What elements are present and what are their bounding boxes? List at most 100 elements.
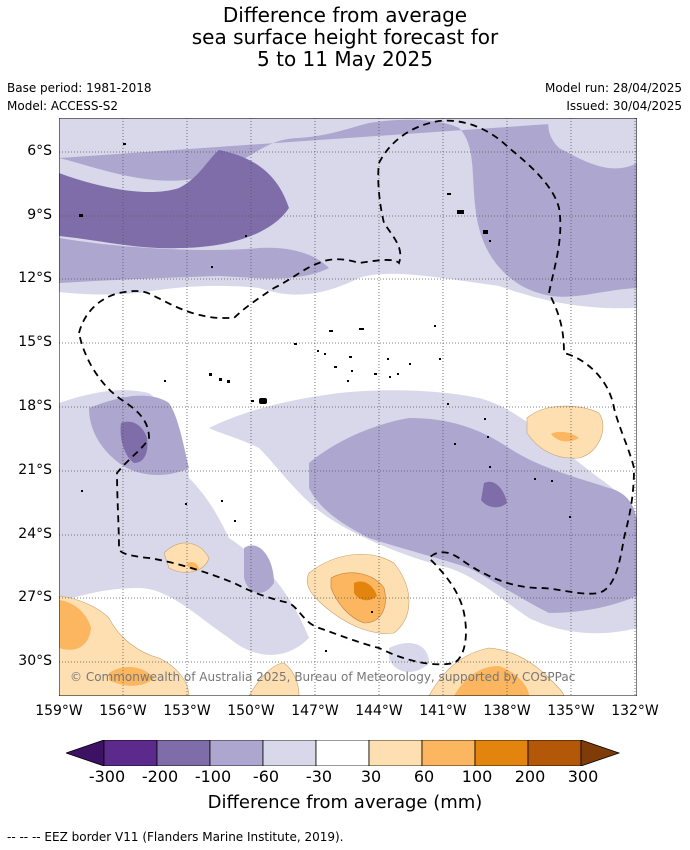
lon-label: 153°W [163,703,211,719]
lat-label: 30°S [18,653,52,669]
island [211,266,213,268]
contour-neg30-south [389,643,429,673]
island [371,611,373,613]
island [185,503,187,505]
lon-label: 135°W [547,703,595,719]
colorbar-segment [156,740,211,766]
lon-label: 147°W [291,703,339,719]
island [227,380,230,383]
lon-label: 159°W [35,703,83,719]
island [209,373,212,376]
colorbar-tick: -100 [194,767,232,786]
island [251,400,254,402]
island [439,358,441,360]
island [409,363,411,365]
island [245,235,247,237]
colorbar-tick: -300 [88,767,126,786]
model-run: Model run: 28/04/2025 [544,81,682,95]
lat-label: 18°S [18,398,52,414]
island [389,376,391,378]
colorbar-segment [474,740,529,766]
island [81,490,83,492]
island [447,193,451,195]
contour-neg100-west [120,421,148,463]
colorbar-segment [103,740,158,766]
base-period: Base period: 1981-2018 [7,81,152,95]
issued-date: Issued: 30/04/2025 [566,99,682,113]
colorbar-extend-low [66,740,105,766]
colorbar-label: Difference from average (mm) [207,792,483,813]
graticule [59,118,637,696]
lat-label: 12°S [18,270,52,286]
colorbar-tick: -30 [305,767,333,786]
lat-label: 9°S [27,207,52,223]
map-panel [59,118,637,696]
island [457,210,464,214]
title-line-1: Difference from average [222,3,468,27]
island [234,520,236,522]
colorbar-segment [527,740,582,766]
island [484,418,486,420]
map-title: Difference from average sea surface heig… [0,4,690,70]
contour-pos60-sw2 [109,666,154,686]
lon-label: 156°W [99,703,147,719]
lat-label: 27°S [18,589,52,605]
contour-pos30-east [526,405,604,459]
island [219,378,222,381]
island [483,230,488,234]
island [359,328,364,330]
contour-neg30-ne [548,118,637,169]
colorbar-segment [262,740,317,766]
lat-label: 15°S [18,334,52,350]
island [334,366,337,368]
island [294,343,297,345]
lon-label: 138°W [483,703,531,719]
island [259,398,267,404]
lat-label: 24°S [18,526,52,542]
contour-pos30-s2 [248,662,300,696]
island [351,370,353,372]
island [324,353,326,355]
colorbar-segment [421,740,476,766]
colorbar-tick: 60 [413,767,435,786]
contour-neg60-south [244,545,274,594]
contour-pos30-small [163,542,210,573]
lat-label: 6°S [27,143,52,159]
contour-neg60-north [59,118,637,297]
contour-neg100-central [481,481,507,508]
island [397,373,399,375]
contour-pos60-east [551,431,579,442]
colorbar-tick: 300 [567,767,599,786]
island [317,350,319,352]
island [454,443,456,445]
island [489,240,491,242]
contour-pos100-center [354,581,377,601]
island [489,466,491,468]
map-svg [59,118,637,696]
copyright-notice: © Commonwealth of Australia 2025, Bureau… [70,670,576,684]
island [164,380,166,382]
colorbar-tick: 200 [514,767,546,786]
island [221,500,223,502]
colorbar-tick: 30 [360,767,382,786]
colorbar-tick: 100 [461,767,493,786]
island [447,403,449,405]
island [387,358,389,360]
lon-label: 141°W [419,703,467,719]
island [123,143,126,145]
island [347,380,349,382]
contour-neg60-band [59,238,329,283]
contour-neg60-central [309,418,637,613]
meta-right: Model run: 28/04/2025 Issued: 30/04/2025 [545,79,682,115]
islands [79,143,571,652]
contour-pos60-center [330,572,386,624]
island [329,330,333,332]
lat-label: 21°S [18,462,52,478]
contour-pos30-sw [59,595,190,696]
title-line-3: 5 to 11 May 2025 [257,47,433,71]
island [349,356,352,358]
meta-left: Base period: 1981-2018 Model: ACCESS-S2 [7,79,152,115]
island [79,214,83,217]
eez-border [78,119,635,666]
colorbar-segment [209,740,264,766]
